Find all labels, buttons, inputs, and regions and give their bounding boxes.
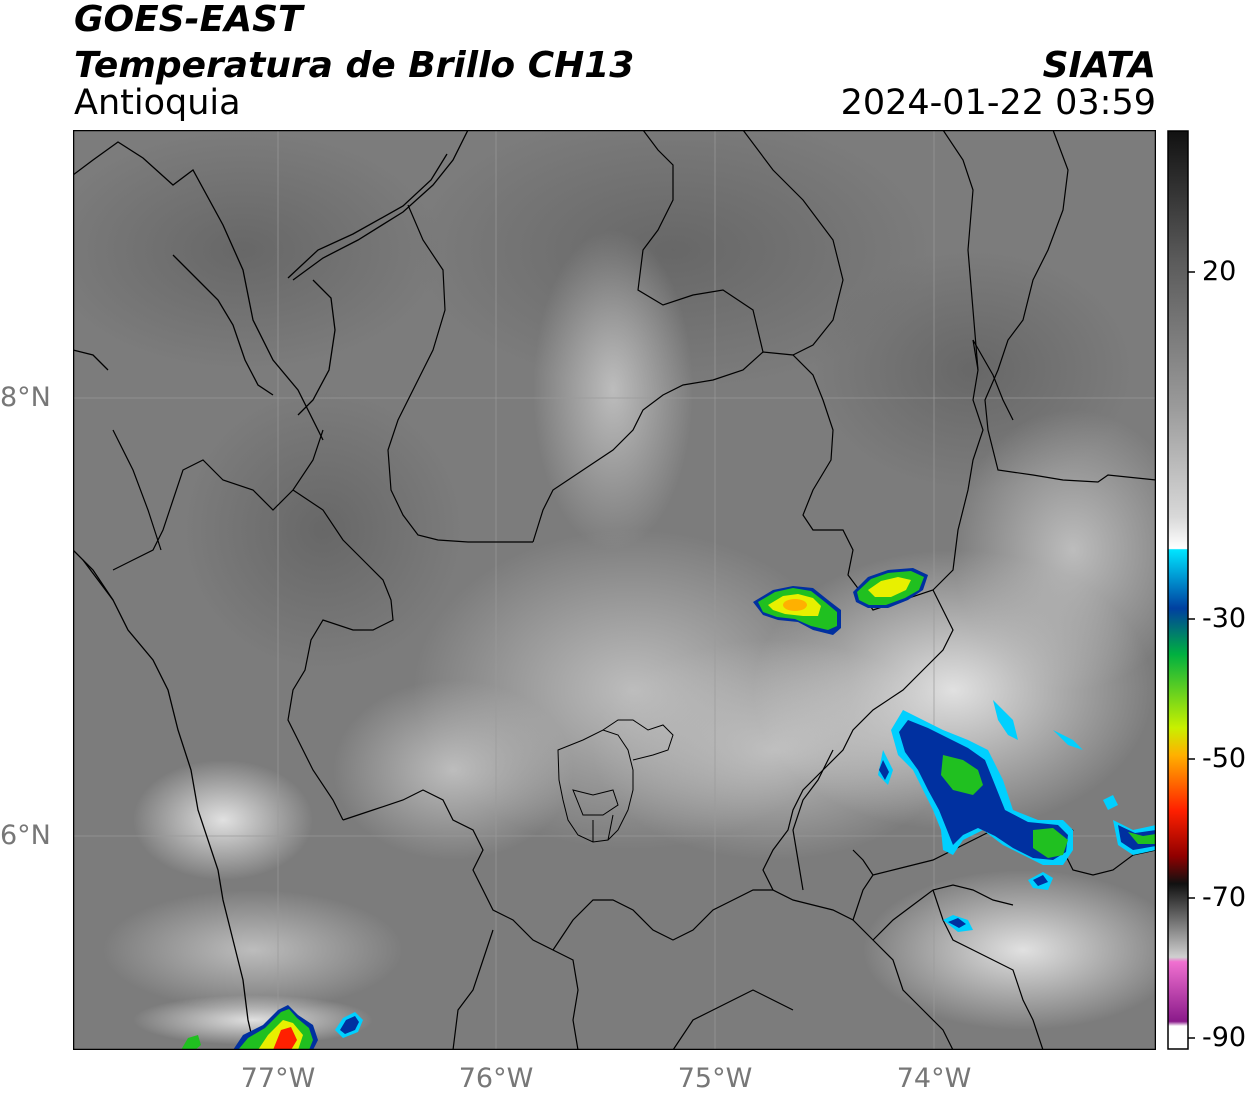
colorbar-label-minus90: -90: [1202, 1022, 1247, 1053]
colorbar-label-minus50: -50: [1202, 743, 1247, 774]
municipality-cluster: [557, 719, 674, 843]
timestamp-label: 2024-01-22 03:59: [840, 83, 1156, 123]
map-frame: [73, 130, 1156, 1050]
longitude-label-77w: 77°W: [240, 1063, 316, 1094]
product-title: GOES-EAST: [74, 0, 303, 40]
colorbar-label-minus30: -30: [1202, 603, 1247, 634]
product-subtitle: Temperatura de Brillo CH13: [74, 45, 635, 86]
colorbar: [1167, 130, 1195, 1050]
colorbar-gradient: [1167, 130, 1189, 1050]
storm-cloud-north-right: [853, 568, 928, 608]
coastline: [73, 130, 469, 1050]
longitude-label-76w: 76°W: [458, 1063, 534, 1094]
colorbar-label-minus70: -70: [1202, 882, 1247, 913]
latitude-label-8n: 8°N: [0, 382, 51, 413]
storm-complex-southeast: [878, 700, 1156, 932]
colorbar-ticks: [1188, 271, 1195, 1039]
longitude-label-75w: 75°W: [677, 1063, 753, 1094]
region-label: Antioquia: [74, 83, 241, 123]
organization-label: SIATA: [1042, 45, 1156, 86]
cloud-texture: [73, 130, 1156, 1045]
colorbar-label-20: 20: [1202, 256, 1237, 287]
graticule: [73, 130, 1156, 1050]
longitude-label-74w: 74°W: [896, 1063, 972, 1094]
storm-cloud-north-left: [753, 586, 841, 635]
storm-cloud-southwest: [181, 1005, 363, 1050]
latitude-label-6n: 6°N: [0, 820, 51, 851]
brightness-temperature-map: [73, 130, 1156, 1050]
